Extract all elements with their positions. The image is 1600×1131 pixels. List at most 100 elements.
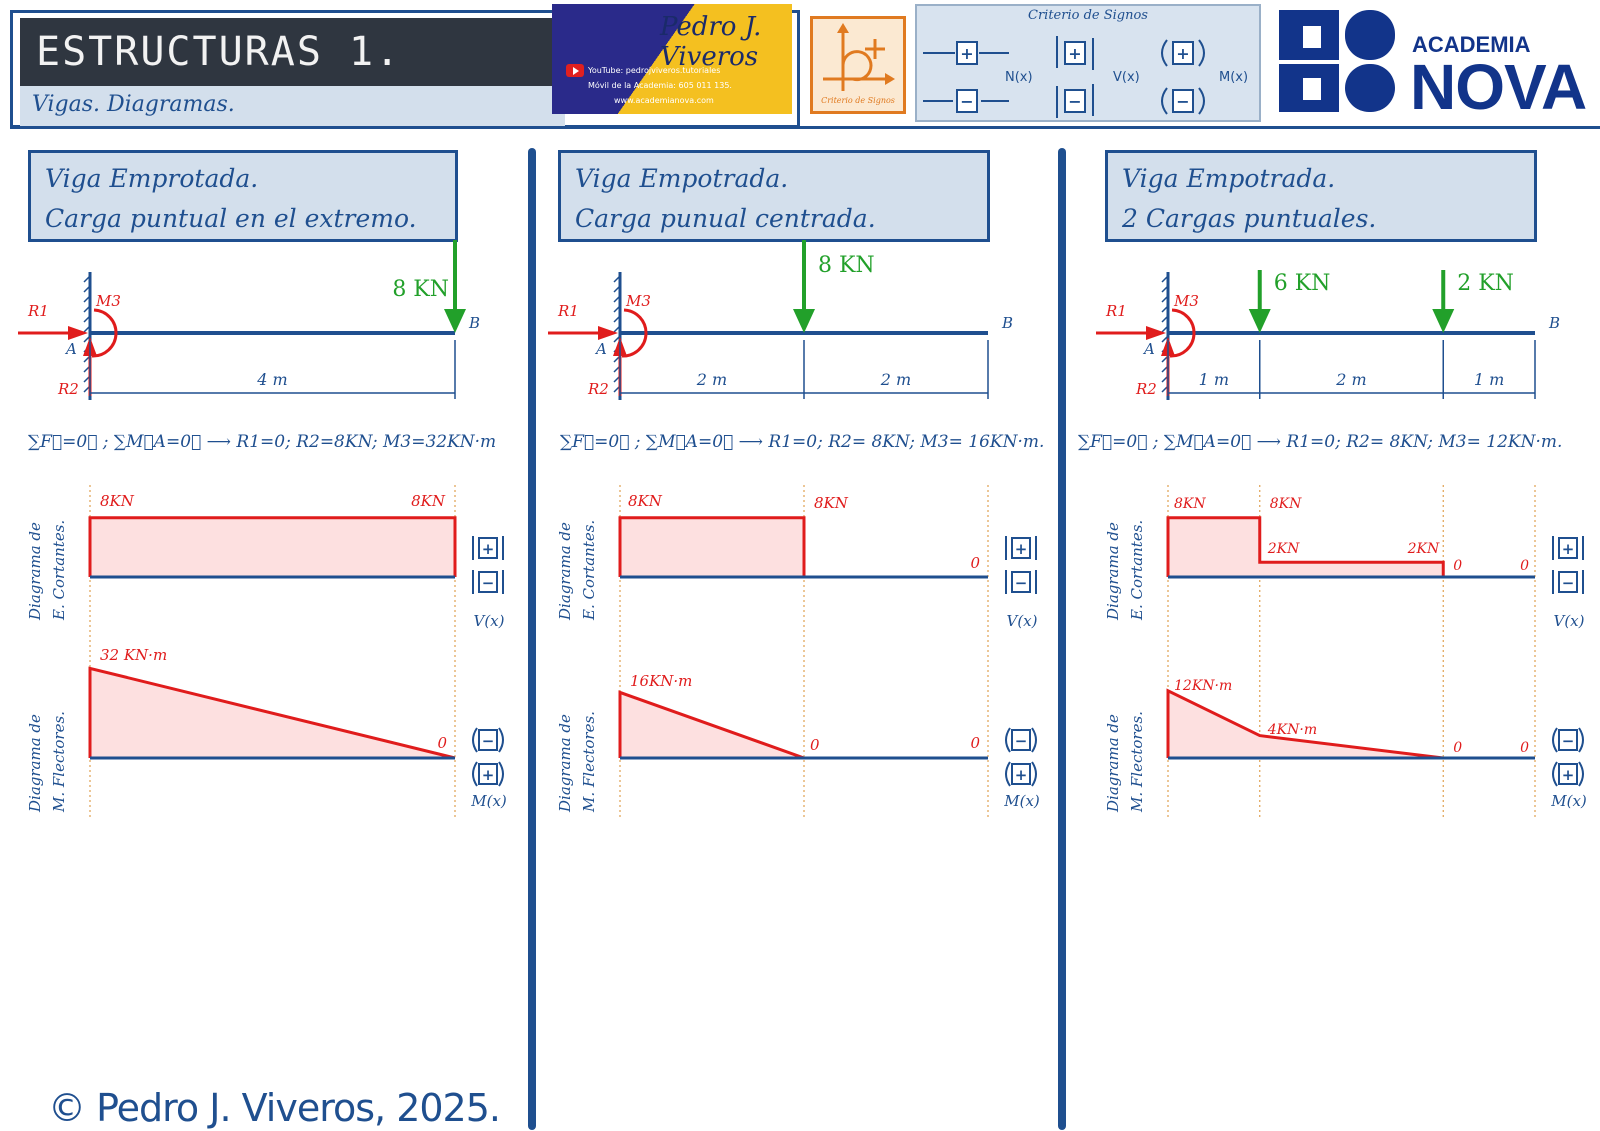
- panel-1-sign-symbol: −: [482, 732, 495, 750]
- panel-1-V-label: V(x): [474, 612, 505, 630]
- svg-text:−: −: [1068, 92, 1081, 111]
- panel-1-sign-box: [478, 571, 498, 593]
- panel-1-shear-line: [88, 516, 457, 577]
- panel-3-sign-box: [1558, 537, 1578, 559]
- panel-1-moment-label: 32 KN·m: [100, 646, 167, 664]
- promo-phone: Móvil de la Academia: 605 011 135.: [588, 81, 732, 90]
- panel-1-shear-title-1: Diagrama de: [26, 522, 44, 621]
- panel-1-title-line1: Viga Emprotada.: [45, 164, 259, 193]
- panel-2-shear-title-1: Diagrama de: [556, 522, 574, 621]
- panel-2-M-label: M(x): [1003, 792, 1040, 810]
- panel-3-wall-hatch: [1161, 305, 1169, 313]
- sign-M-label: M(x): [1219, 70, 1249, 85]
- panel-2-wall-hatch: [613, 285, 621, 293]
- sign-criterion-icon-label: Criterio de Signos: [821, 96, 895, 105]
- svg-text:−: −: [960, 92, 973, 111]
- logo-word-academia: ACADEMIA: [1412, 32, 1531, 57]
- panel-3-shear-title-2: E. Cortantes.: [1128, 520, 1146, 621]
- panel-1-load-label: 8 KN: [392, 277, 449, 302]
- promo-banner: Pedro J. Viveros YouTube: pedrojviveros.…: [552, 4, 792, 114]
- panel-1-equation: ∑F⃗=0⃗ ; ∑M⃗A=0⃗ ⟶ R1=0; R2=8KN; M3=32KN…: [28, 432, 497, 452]
- panel-2-M3-arc: [621, 308, 648, 358]
- panel-3-sign-arc: [1578, 727, 1584, 753]
- panel-2-title: Viga Empotrada. Carga punual centrada.: [558, 150, 990, 242]
- panel-3-wall-hatch: [1161, 295, 1169, 303]
- panel-3-shear-label: 8KN: [1174, 496, 1206, 512]
- panel-2-sign-symbol: +: [1015, 766, 1028, 784]
- panel-3-sign-symbol: +: [1562, 766, 1575, 784]
- panel-3-M3-label: M3: [1173, 292, 1199, 310]
- panel-3-sign-box: [1558, 763, 1578, 785]
- svg-text:+: +: [960, 44, 973, 63]
- panel-3-moment-label: 0: [1453, 740, 1462, 756]
- panel-3-R1-label: R1: [1105, 302, 1127, 320]
- panel-1-span-label: 4 m: [256, 370, 287, 389]
- panel-1-wall-hatch: [83, 285, 91, 293]
- panel-2-M3-label: M3: [625, 292, 651, 310]
- panel-2-moment-fill: [620, 692, 988, 758]
- panel-2-sign-arc: [1005, 727, 1011, 753]
- panel-3-wall-hatch: [1161, 325, 1169, 333]
- panel-1-shear-label: 8KN: [411, 492, 446, 510]
- panel-3-title-line2: 2 Cargas puntuales.: [1122, 204, 1377, 233]
- panel-2-sign-box: [1011, 571, 1031, 593]
- panel-2-moment-title-1: Diagrama de: [556, 714, 574, 813]
- panel-1-moment-label: 0: [437, 734, 447, 752]
- panel-3-moment-label: 0: [1520, 740, 1529, 756]
- panel-2-V-label: V(x): [1007, 612, 1038, 630]
- panel-2-wall-hatch: [613, 325, 621, 333]
- sign-convention-title: Criterio de Signos: [1028, 8, 1148, 23]
- panel-1-B-label: B: [468, 314, 480, 332]
- panel-1-moment-title-1: Diagrama de: [26, 714, 44, 813]
- panel-3-sign-symbol: −: [1562, 732, 1575, 750]
- academia-nova-logo: [1279, 10, 1395, 112]
- column-separator-2: [1058, 148, 1066, 1130]
- panel-1-wall-hatch: [83, 315, 91, 323]
- panel-2-moment-title-2: M. Flectores.: [580, 711, 598, 813]
- panel-3-title: Viga Empotrada. 2 Cargas puntuales.: [1105, 150, 1537, 242]
- panel-2-sign-box: [1011, 729, 1031, 751]
- panel-2-sign-symbol: −: [1015, 574, 1028, 592]
- svg-text:+: +: [1068, 44, 1081, 63]
- panel-3-shear-label: 2KN: [1267, 541, 1300, 557]
- subtitle-band: [20, 86, 565, 126]
- panel-2-span-label: 2 m: [880, 370, 911, 389]
- svg-text:−: −: [1176, 92, 1189, 111]
- panel-1-wall-hatch: [83, 335, 91, 343]
- panel-2-wall-hatch: [613, 315, 621, 323]
- panel-3-wall-hatch: [1161, 275, 1169, 283]
- panel-1-title: Viga Emprotada. Carga puntual en el extr…: [28, 150, 458, 242]
- panel-3-sign-arc: [1552, 761, 1558, 787]
- youtube-icon: [566, 64, 584, 77]
- panel-2-shear-label: 0: [970, 554, 980, 572]
- sign-N-label: N(x): [1005, 70, 1033, 85]
- panel-1-wall-hatch: [83, 305, 91, 313]
- panel-3-span-label: 2 m: [1335, 370, 1366, 389]
- panel-1-wall-hatch: [83, 325, 91, 333]
- sign-convention-icons: + − + − + −: [923, 36, 1205, 118]
- panel-2-load-head: [793, 309, 815, 333]
- panel-1-sign-arc: [472, 727, 478, 753]
- panel-2-title-line2: Carga punual centrada.: [575, 204, 876, 233]
- panel-3-shear-label: 2KN: [1407, 541, 1440, 557]
- panel-3-A-label: A: [1142, 340, 1155, 358]
- title-block: ESTRUCTURAS 1. Vigas. Diagramas.: [10, 10, 570, 126]
- panel-2-sign-arc: [1031, 761, 1037, 787]
- panel-1-title-line2: Carga puntual en el extremo.: [45, 204, 417, 233]
- panel-2-sign-box: [1011, 763, 1031, 785]
- panel-3-wall-hatch: [1161, 315, 1169, 323]
- header-rule: [10, 126, 1600, 129]
- panel-1-M3-arc: [91, 308, 118, 358]
- panel-1-R2-label: R2: [57, 380, 79, 398]
- panel-3-B-label: B: [1548, 314, 1560, 332]
- panel-2-shear-title-2: E. Cortantes.: [580, 520, 598, 621]
- panel-3-load-2-label: 2 KN: [1457, 271, 1514, 296]
- panel-3-equation: ∑F⃗=0⃗ ; ∑M⃗A=0⃗ ⟶ R1=0; R2= 8KN; M3= 12…: [1078, 432, 1563, 452]
- panel-2-wall-hatch: [613, 305, 621, 313]
- panel-2-R2-label: R2: [587, 380, 609, 398]
- panel-2-moment-label: 0: [970, 734, 980, 752]
- panel-1-M-label: M(x): [470, 792, 507, 810]
- panel-3-sign-symbol: +: [1562, 540, 1575, 558]
- panel-2-sign-symbol: +: [1015, 540, 1028, 558]
- panel-1-sign-symbol: +: [482, 540, 495, 558]
